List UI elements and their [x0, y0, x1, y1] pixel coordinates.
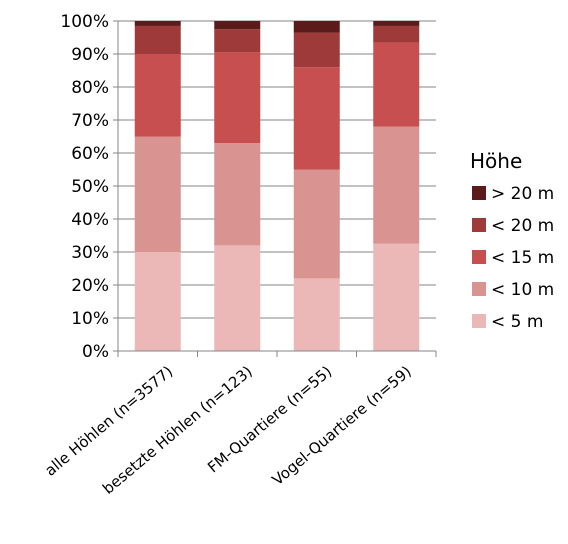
x-category-label: besetzte Höhlen (n=123)	[99, 362, 256, 498]
y-tick-label: 20%	[71, 276, 109, 296]
bar-segment	[134, 21, 181, 26]
bar-segment	[373, 126, 420, 244]
legend-entry-label: < 5 m	[491, 312, 543, 332]
y-tick-label: 10%	[71, 309, 109, 329]
bar-segment	[214, 52, 261, 144]
y-tick-label: 0%	[82, 342, 109, 362]
axes	[113, 20, 437, 357]
y-tick-label: 100%	[60, 12, 109, 32]
bar-segment	[214, 21, 261, 30]
bars	[134, 21, 420, 351]
y-tick-label: 80%	[71, 78, 109, 98]
y-tick-label: 60%	[71, 144, 109, 164]
legend-entry-label: > 20 m	[491, 184, 554, 204]
y-axis-tick-labels: 0% 10% 20% 30% 40% 50% 60% 70% 80% 90% 100%	[60, 12, 109, 362]
bar-segment	[373, 21, 420, 26]
x-axis-category-labels: alle Höhlen (n=3577)besetzte Höhlen (n=1…	[41, 362, 414, 498]
bar-segment	[373, 42, 420, 127]
bar-segment	[134, 136, 181, 252]
legend-entry-label: < 15 m	[491, 248, 554, 268]
legend-swatch	[472, 314, 486, 328]
y-tick-label: 90%	[71, 45, 109, 65]
x-category-label: Vogel-Quartiere (n=59)	[269, 362, 415, 489]
legend-entry-label: < 20 m	[491, 216, 554, 236]
y-tick-label: 50%	[71, 177, 109, 197]
legend-swatch	[472, 282, 486, 296]
bar-segment	[134, 54, 181, 137]
bar-segment	[134, 252, 181, 351]
legend-swatch	[472, 218, 486, 232]
bar-segment	[293, 21, 340, 33]
legend-title: Höhe	[470, 149, 522, 173]
bar-segment	[214, 143, 261, 246]
bar-segment	[293, 169, 340, 279]
bar-segment	[134, 25, 181, 54]
bar-segment	[373, 243, 420, 351]
y-tick-label: 30%	[71, 243, 109, 263]
bar-segment	[214, 29, 261, 53]
bar-segment	[214, 245, 261, 351]
bar-segment	[293, 32, 340, 68]
legend-entry-label: < 10 m	[491, 280, 554, 300]
y-tick-label: 40%	[71, 210, 109, 230]
legend-swatch	[472, 186, 486, 200]
bar-segment	[293, 67, 340, 170]
x-category-label: alle Höhlen (n=3577)	[41, 362, 176, 479]
legend: Höhe > 20 m < 20 m < 15 m < 10 m < 5 m	[470, 149, 554, 332]
bar-segment	[293, 278, 340, 351]
bar-segment	[373, 25, 420, 43]
legend-swatch	[472, 250, 486, 264]
y-tick-label: 70%	[71, 111, 109, 131]
